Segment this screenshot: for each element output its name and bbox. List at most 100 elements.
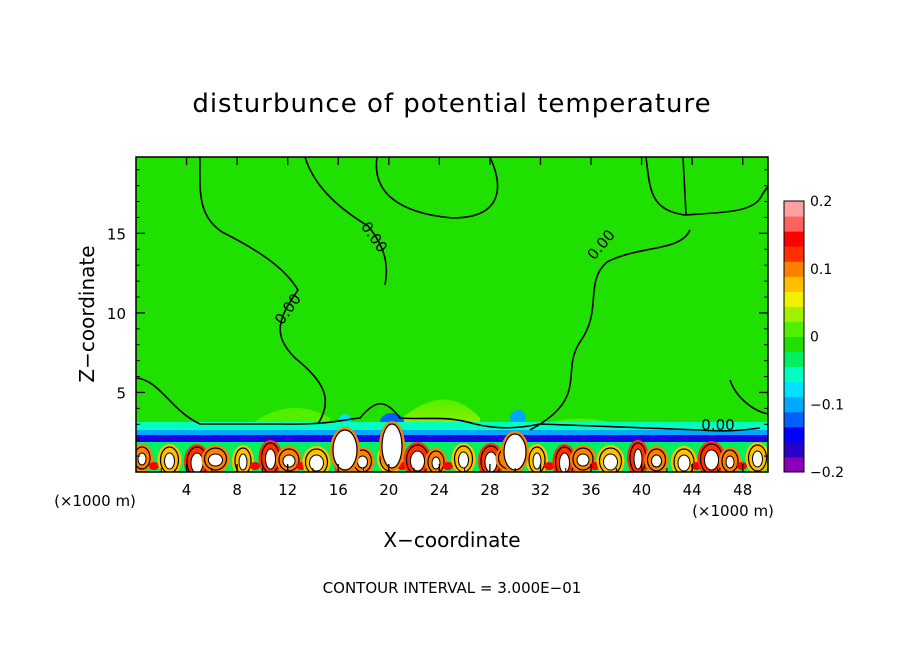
x-axis-unit-left: (×1000 m) [54,492,136,510]
x-axis: 4 8 12 16 20 24 28 32 36 40 44 48 [160,157,752,499]
y-tick-label: 10 [107,305,126,323]
x-tick-label: 8 [232,481,242,499]
y-tick-label: 5 [116,384,126,402]
colorbar-swatch [784,336,804,353]
deep-cold-band [136,437,768,440]
colorbar-swatch [784,381,804,398]
plot-area: 0.000.000.000.00 [136,157,768,472]
colorbar-swatch [784,261,804,277]
cell-core [532,452,542,470]
cell-core [677,454,691,472]
hot-spot [737,462,747,470]
cell-contour [234,447,252,472]
x-tick-label: 28 [480,481,499,499]
colorbar-tick-label: 0.1 [810,262,832,278]
x-tick-label: 40 [632,481,651,499]
colorbar-tick-label: −0.1 [810,397,844,413]
colorbar-swatch [784,396,804,413]
cell-core [704,449,719,471]
cell-contour [427,450,445,472]
colorbar-swatch [784,456,804,473]
colorbar-swatch [784,411,804,428]
cell-contour [721,449,739,472]
colorbar: 0.2 0.1 0 −0.1 −0.2 [783,194,844,481]
cell-core [503,433,527,471]
hot-spot [149,462,159,470]
cell-contour [528,446,546,472]
cell-contour [159,446,180,472]
y-axis-label: Z−coordinate [75,245,99,382]
colorbar-swatch [784,246,804,262]
colorbar-swatch [784,216,804,232]
y-axis: 5 10 15 [107,169,768,457]
colorbar-tick-label: 0 [810,330,819,346]
cell-contour [673,448,695,472]
colorbar-swatch [784,351,804,368]
cell-core [238,453,248,471]
cell-core [208,453,223,467]
zero-contour [304,157,388,286]
plot-frame [135,156,769,473]
cell-core [603,453,618,471]
colorbar-swatch [784,291,804,307]
zero-contours [136,157,768,432]
cell-core [309,454,324,472]
cell-core [410,450,425,472]
cell-core [633,448,643,470]
y-tick-label: 15 [107,225,126,243]
cell-contour [278,448,300,472]
cell-contour [136,446,151,470]
colorbar-swatch [784,321,804,337]
x-tick-label: 12 [278,481,297,499]
zero-contour [645,157,768,216]
cell-contour [572,447,594,471]
cell-core [559,452,570,472]
colorbar-frame [783,200,805,473]
x-tick-label: 48 [733,481,752,499]
contour-label: 0.00 [701,416,734,434]
colorbar-tick-label: −0.2 [810,465,844,481]
blue-transition-band [136,430,768,437]
chart-title: disturbunce of potential temperature [192,89,711,119]
cell-core [381,423,403,469]
colorbar-swatch [784,441,804,458]
hot-spot [250,462,260,470]
colorbar-swatch [784,276,804,292]
hot-spot [443,462,453,470]
zero-contour [682,157,687,215]
cell-contour [453,445,474,472]
x-tick-label: 44 [683,481,702,499]
zero-contour [136,377,761,432]
cyan-transition-band [136,422,768,432]
x-tick-label: 16 [329,481,348,499]
zero-contour [375,157,499,219]
surface-convective-cells [136,421,768,472]
cell-core [651,454,662,468]
cell-core [282,454,296,468]
colorbar-swatch [784,231,804,247]
cell-contour [598,447,623,472]
cell-core [484,451,498,472]
cell-core [137,452,147,466]
colorbar-swatch [784,201,804,217]
cell-core [190,452,204,472]
cell-contour [747,444,768,472]
contour-interval-note: CONTOUR INTERVAL = 3.000E−01 [323,579,582,597]
colorbar-swatch [784,426,804,443]
cell-contour [304,448,329,472]
x-tick-label: 36 [581,481,600,499]
cell-contour [203,447,228,471]
colorbar-swatch [784,306,804,322]
cell-core [431,456,441,470]
x-axis-label: X−coordinate [383,528,520,552]
cell-core [752,450,763,468]
hot-spot [544,462,554,470]
x-axis-unit-right: (×1000 m) [692,502,774,520]
cell-core [332,429,358,471]
cell-core [265,448,276,470]
colorbar-swatch [784,366,804,383]
x-tick-label: 20 [379,481,398,499]
cell-contour [646,448,667,472]
cell-core [725,455,735,469]
